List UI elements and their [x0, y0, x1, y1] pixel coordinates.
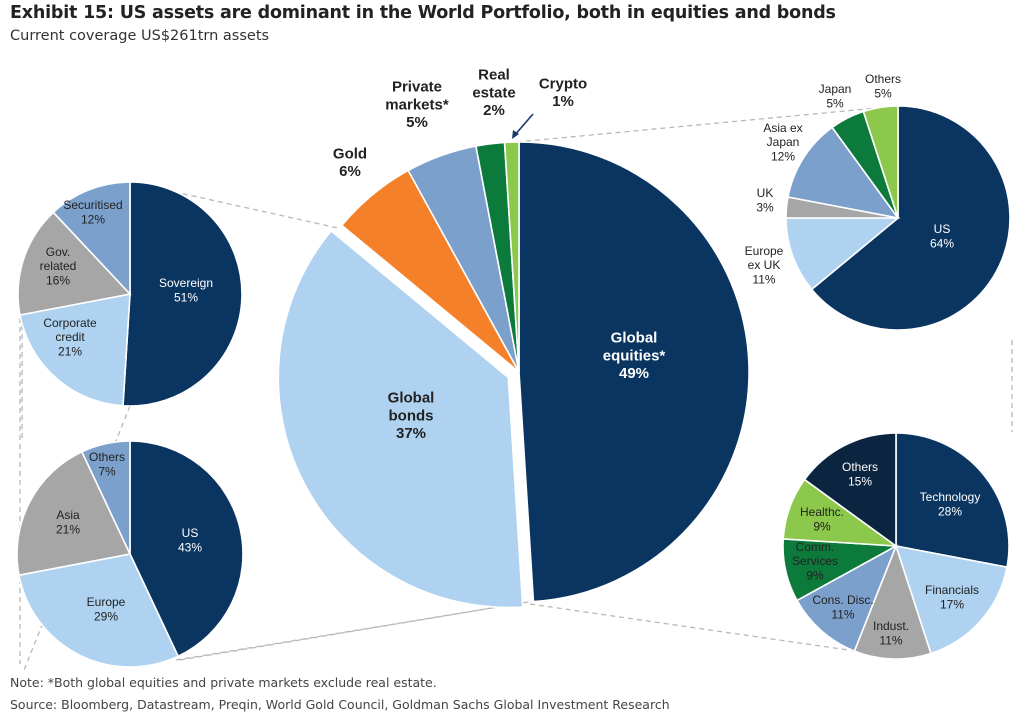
pie-slice [785, 217, 901, 291]
slice-label: Indust. 11% [873, 619, 909, 647]
pie-slice [52, 181, 131, 297]
slice-label: Japan 5% [819, 82, 852, 110]
pie-slice [16, 450, 132, 577]
chart-source: Source: Bloomberg, Datastream, Preqin, W… [10, 697, 670, 712]
pie-slice [80, 440, 131, 555]
slice-label: UK 3% [756, 186, 774, 214]
pie-equities-by-sector [782, 432, 1010, 660]
slice-label: Cons. Disc. 11% [812, 593, 873, 621]
slice-label: Corporate credit 21% [43, 316, 97, 358]
connector-line [516, 105, 899, 143]
pie-main [277, 141, 750, 609]
slice-label: Technology 28% [920, 490, 981, 518]
pie-bonds-by-region [16, 440, 244, 668]
slice-label: Global equities* 49% [603, 330, 666, 382]
pie-slice [17, 211, 132, 316]
slice-label: Europe ex UK 11% [745, 244, 784, 286]
slice-label: Others 15% [842, 460, 878, 488]
pie-slice [277, 229, 524, 609]
crypto-arrow [513, 113, 534, 137]
pie-slice [122, 181, 243, 407]
slice-label: Europe 29% [87, 595, 126, 623]
pie-slice [518, 141, 750, 603]
slice-label: US 43% [178, 526, 202, 554]
chart-title: Exhibit 15: US assets are dominant in th… [10, 3, 836, 23]
pie-slice [787, 126, 900, 220]
slice-label: Others 5% [865, 72, 901, 100]
chart-subtitle: Current coverage US$261trn assets [10, 28, 270, 44]
slice-label: Sovereign 51% [159, 276, 213, 304]
pie-equities-by-region [785, 105, 1011, 331]
pie-slice [129, 440, 244, 658]
slice-label: Gov. related 16% [40, 245, 77, 287]
slice-label: Gold 6% [333, 145, 367, 180]
pie-slice [18, 553, 180, 668]
slice-label: Healthc. 9% [800, 505, 844, 533]
pie-slice [795, 544, 898, 653]
pies [16, 105, 1011, 668]
slice-label: Others 7% [89, 450, 125, 478]
pie-slice [803, 432, 897, 548]
chart-note: Note: *Both global equities and private … [10, 675, 437, 690]
crypto-arrow-head [512, 130, 519, 139]
pie-slice [19, 293, 131, 407]
pie-slice [862, 105, 899, 219]
connector-line [175, 601, 529, 661]
pie-slice [894, 544, 1008, 655]
pie-slice [853, 543, 932, 660]
pie-slice [810, 105, 1011, 331]
connector-line [179, 601, 529, 661]
slice-label: Asia 21% [56, 508, 80, 536]
slice-label: Comm. Services 9% [792, 540, 838, 582]
slice-label: Global bonds 37% [388, 390, 435, 442]
pie-slice [503, 141, 520, 373]
slice-label: Securitised 12% [63, 198, 122, 226]
pie-charts-figure: Global equities* 49% Global bonds 37% Gold 6% Pr… [16, 67, 1013, 670]
pie-bonds-by-type [17, 181, 243, 407]
connector-line [529, 603, 863, 653]
slice-label: Crypto 1% [539, 75, 587, 110]
slice-label: Real estate 2% [472, 67, 515, 119]
pie-slice [895, 432, 1010, 569]
slice-label: Asia ex Japan 12% [763, 121, 802, 163]
slice-label: US 64% [930, 222, 954, 250]
slice-label: Private markets* 5% [385, 79, 449, 131]
slice-label: Financials 17% [925, 583, 979, 611]
slice-labels: Global equities* 49% Global bonds 37% Gold 6% Pr… [40, 67, 981, 648]
